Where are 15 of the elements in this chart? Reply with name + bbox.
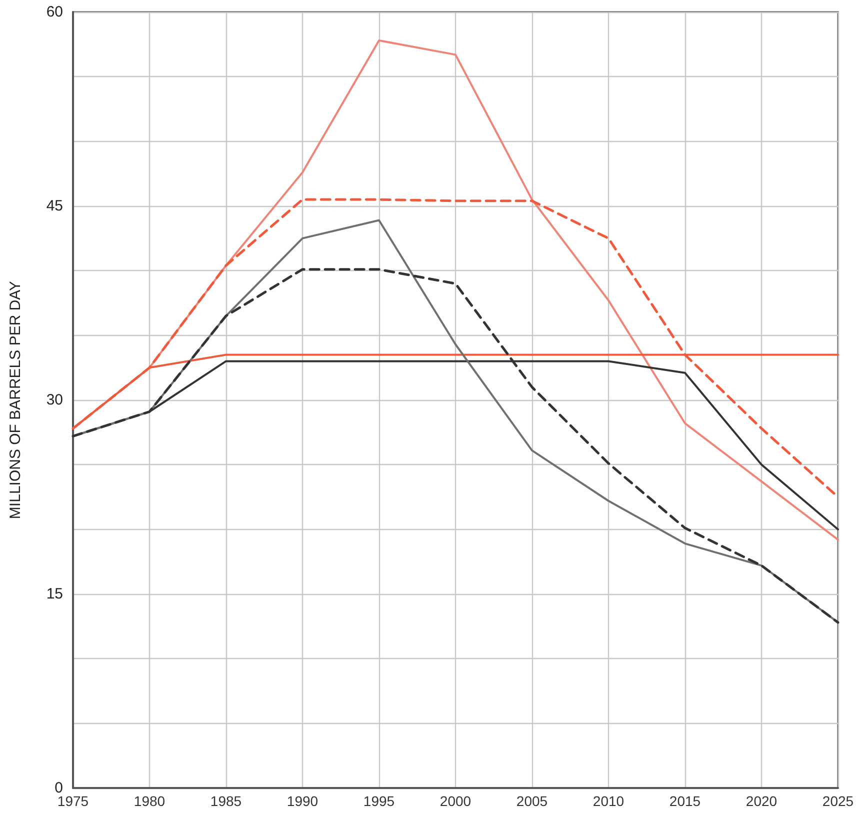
x-tick-label: 1995 — [363, 793, 395, 809]
x-tick-label: 2005 — [516, 793, 548, 809]
y-axis-title: MILLIONS OF BARRELS PER DAY — [7, 280, 24, 520]
x-tick-label: 2025 — [822, 793, 854, 809]
y-tick-label: 15 — [46, 586, 63, 602]
x-tick-label: 2015 — [669, 793, 701, 809]
x-tick-label: 2000 — [440, 793, 472, 809]
x-tick-label: 2020 — [746, 793, 778, 809]
x-tick-label: 1990 — [286, 793, 318, 809]
y-tick-label: 60 — [46, 4, 63, 20]
x-tick-label: 1985 — [210, 793, 242, 809]
x-tick-label: 2010 — [592, 793, 624, 809]
y-tick-label: 30 — [46, 392, 63, 408]
x-tick-label: 1980 — [134, 793, 166, 809]
y-tick-label: 45 — [46, 198, 63, 214]
